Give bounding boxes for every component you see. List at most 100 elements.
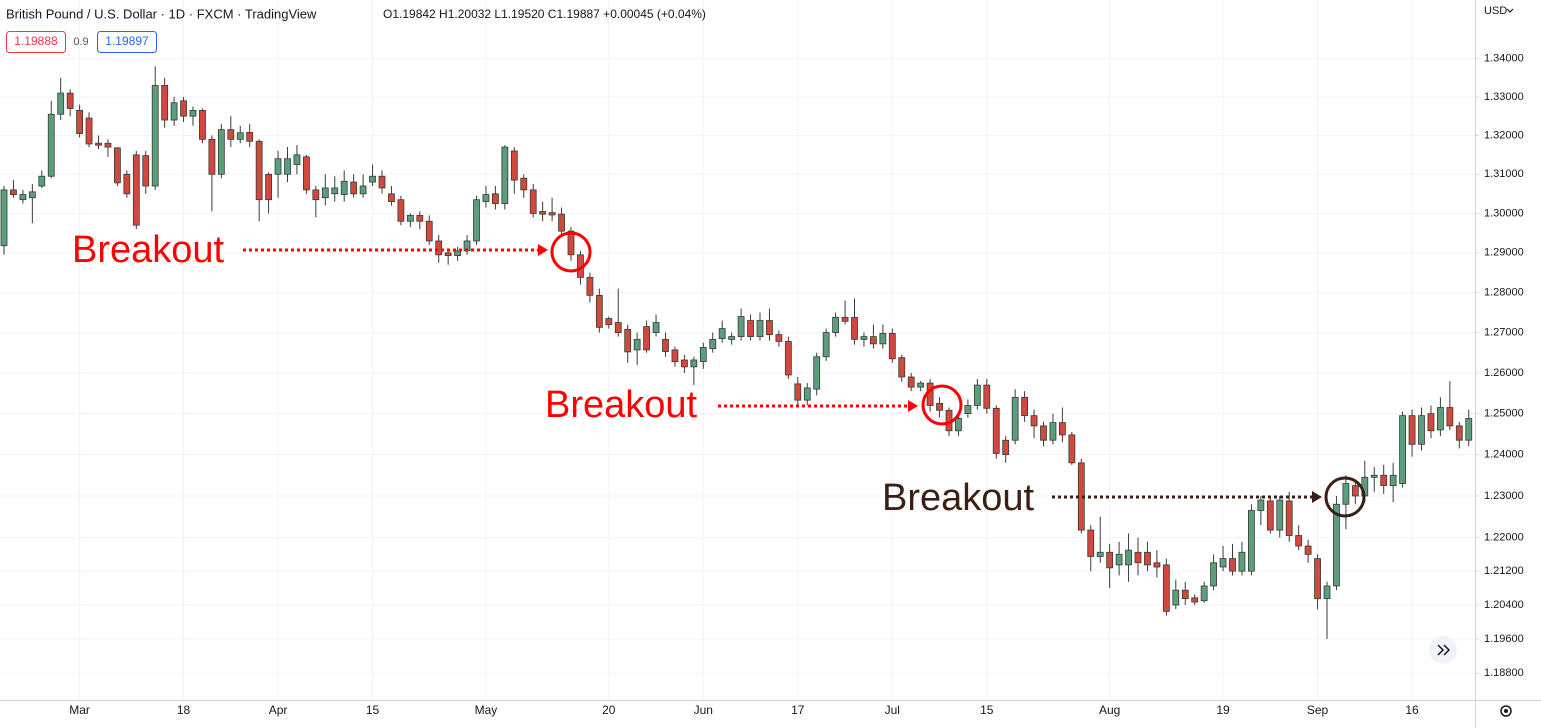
candle-body <box>1304 545 1312 555</box>
candle-body <box>104 142 112 148</box>
x-tick-label: 15 <box>366 703 380 717</box>
candle-body <box>964 405 972 415</box>
candle-body <box>1437 407 1444 431</box>
candle-body <box>170 102 178 121</box>
y-tick-label: 1.25000 <box>1484 408 1524 420</box>
candle-body <box>293 154 301 165</box>
x-tick-label: May <box>475 703 498 717</box>
candle-body <box>1285 500 1293 536</box>
candle-body <box>558 213 565 232</box>
x-tick-label: 18 <box>177 703 191 717</box>
y-tick-label: 1.24000 <box>1484 449 1524 461</box>
candle-body <box>955 418 962 432</box>
x-tick-label: 20 <box>602 703 616 717</box>
candle-body <box>95 142 102 146</box>
y-tick-label: 1.29000 <box>1484 247 1524 259</box>
buy-box[interactable] <box>97 31 157 53</box>
candle-body <box>681 359 688 368</box>
candle-body <box>1399 415 1406 484</box>
candle-body <box>114 147 121 184</box>
y-tick-label: 1.28000 <box>1484 286 1524 298</box>
candle-body <box>1125 549 1132 566</box>
candle-body <box>274 158 282 175</box>
y-tick-label: 1.22000 <box>1484 532 1524 544</box>
candle-body <box>1021 396 1028 417</box>
candle-body <box>47 113 55 177</box>
candle-body <box>936 403 943 411</box>
candle-body <box>1370 474 1378 478</box>
candle-body <box>1389 474 1397 486</box>
settings-icon[interactable] <box>1500 705 1512 717</box>
candle-body <box>1380 474 1388 486</box>
ohlc-legend: O1.19842 H1.20032 L1.19520 C1.19887 +0.0… <box>383 7 706 21</box>
annotation-circle <box>1324 476 1366 518</box>
candle-body <box>832 316 839 333</box>
candle-body <box>879 332 887 345</box>
axes: 1.34000 1.33000 1.32000 1.31000 1.30000 1.290… <box>69 53 1524 718</box>
candle-body <box>85 117 93 145</box>
candle-body <box>1314 558 1321 600</box>
x-tick-label: Sep <box>1307 703 1329 717</box>
candle-body <box>1238 551 1246 572</box>
annotations: Breakout Breakout Breakout <box>72 229 1366 519</box>
candle-body <box>567 230 575 256</box>
candle-body <box>907 376 915 388</box>
candle-body <box>614 322 622 333</box>
candle-body <box>236 132 244 140</box>
x-tick-label: Apr <box>269 703 288 717</box>
candle-body <box>302 156 310 191</box>
x-tick-label: 19 <box>1216 703 1230 717</box>
candle-body <box>1342 483 1350 505</box>
candle-body <box>28 191 36 199</box>
candle-body <box>1323 585 1331 600</box>
candle-body <box>1030 415 1038 427</box>
candle-body <box>388 193 395 203</box>
candle-body <box>284 158 291 175</box>
annotation-text: Breakout <box>72 229 225 271</box>
candle-body <box>217 129 225 175</box>
annotation-text: Breakout <box>882 477 1035 519</box>
y-tick-label: 1.30000 <box>1484 207 1524 219</box>
currency[interactable]: USD <box>1484 5 1507 17</box>
x-tick-label: 16 <box>1405 703 1419 717</box>
candle-body <box>841 316 849 322</box>
candle-body <box>1162 564 1170 612</box>
candle-body <box>444 252 452 256</box>
candle-body <box>350 181 358 195</box>
candle-body <box>246 131 254 142</box>
x-tick-label: 17 <box>791 703 805 717</box>
candle-body <box>19 194 27 201</box>
candle-body <box>1455 425 1463 441</box>
y-tick-label: 1.20400 <box>1484 599 1524 611</box>
buy-price[interactable]: 1.19897 <box>105 34 149 48</box>
candle-body <box>265 173 273 201</box>
sell-box[interactable] <box>6 31 66 53</box>
sell-price[interactable]: 1.19888 <box>14 34 58 48</box>
candle-body <box>1257 499 1265 511</box>
y-tick-label: 1.34000 <box>1484 53 1524 65</box>
candle-body <box>1200 585 1208 602</box>
candle-body <box>1229 558 1236 572</box>
y-tick-label: 1.33000 <box>1484 91 1524 103</box>
candle-body <box>737 316 745 338</box>
candle-body <box>1134 551 1142 564</box>
candle-body <box>180 100 187 117</box>
candle-body <box>1248 510 1255 572</box>
candle-body <box>539 211 547 215</box>
candle-body <box>1144 551 1151 566</box>
candle-body <box>189 109 197 117</box>
candle-body <box>775 334 783 342</box>
candle-body <box>1295 535 1303 547</box>
y-tick-label: 1.32000 <box>1484 129 1524 141</box>
candle-body <box>161 85 169 121</box>
candle-body <box>794 383 802 401</box>
candle-body <box>142 155 150 187</box>
candle-body <box>870 336 877 345</box>
candle-body <box>1418 415 1425 445</box>
annotation-arrowhead <box>538 244 548 256</box>
y-tick-label: 1.27000 <box>1484 326 1524 338</box>
candle-body <box>1210 562 1217 587</box>
candle-body <box>662 339 669 352</box>
candle-body <box>898 357 906 378</box>
candle-body <box>851 316 858 340</box>
